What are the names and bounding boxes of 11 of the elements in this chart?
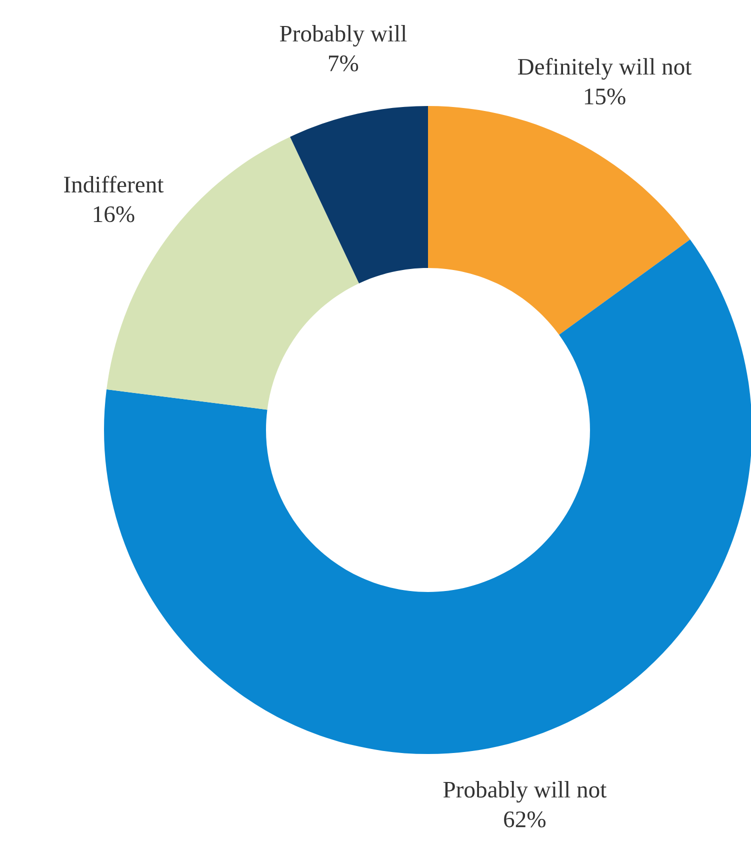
slice-label: Indifferent [64,176,164,193]
slice-label: Probably will [280,25,407,46]
slice-label: Definitely will not [518,58,692,80]
data-label: 15% [584,88,626,105]
donut-slice [290,106,428,284]
data-label: 62% [504,811,546,828]
donut-slice [428,106,690,335]
data-label: 7% [329,55,358,72]
data-label: 16% [94,206,134,222]
slice-label: Probably will not [443,781,607,803]
donut-slice [104,240,751,754]
